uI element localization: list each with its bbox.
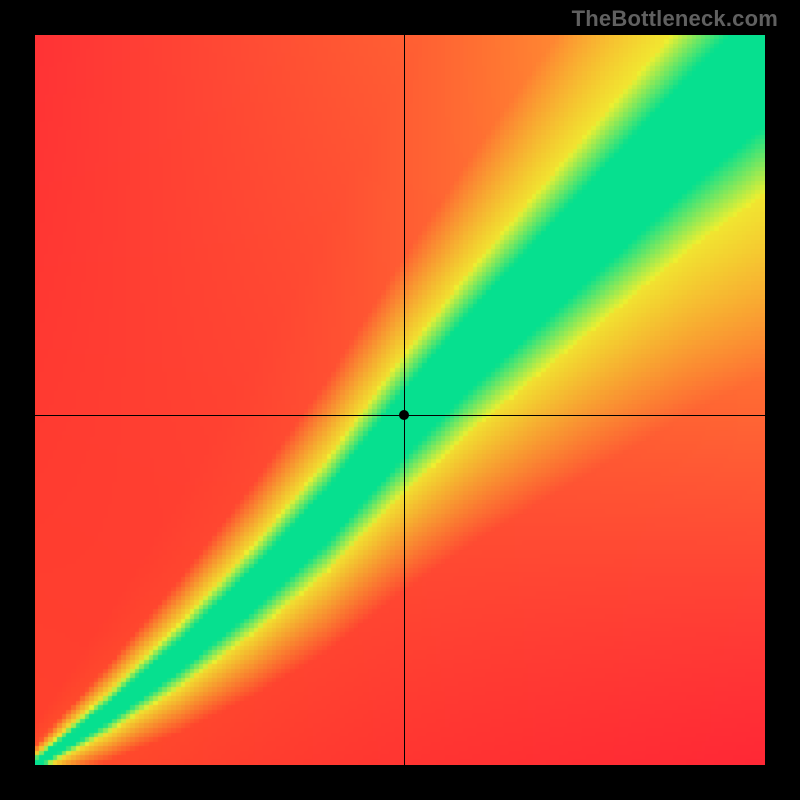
crosshair-vertical — [404, 35, 405, 765]
watermark-text: TheBottleneck.com — [572, 6, 778, 32]
bottleneck-heatmap — [35, 35, 765, 765]
crosshair-marker — [399, 410, 409, 420]
heatmap-canvas — [35, 35, 765, 765]
